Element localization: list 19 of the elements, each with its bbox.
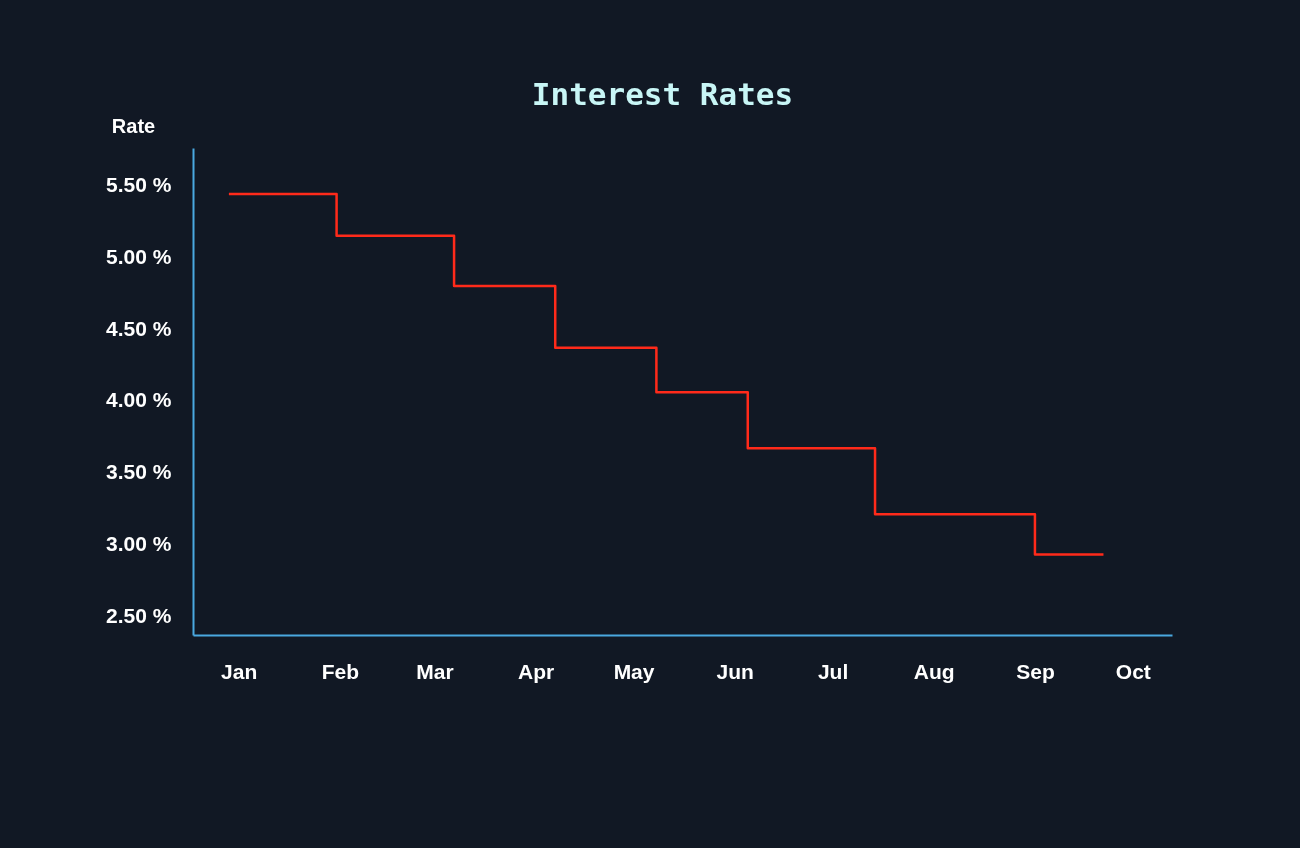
y-tick-label: 4.50 % [106,316,172,340]
y-tick-label: 5.00 % [106,244,172,268]
x-tick-label: May [613,659,655,683]
x-tick-label: Oct [1115,659,1151,683]
x-tick-label: Jul [817,659,849,683]
y-tick-label: 4.00 % [106,388,172,412]
y-tick-label: 5.50 % [106,172,172,196]
y-axis-title: Rate [111,114,156,137]
x-tick-label: Feb [321,659,360,683]
y-tick-label: 3.00 % [106,532,172,555]
x-tick-label: Apr [518,659,555,683]
y-tick-label: 2.50 % [106,603,172,627]
y-tick-label: 3.50 % [106,460,172,484]
chart-title: Interest Rates [531,76,794,112]
x-tick-label: Jan [221,659,258,683]
x-tick-label: Sep [1016,659,1055,683]
x-tick-label: Aug [913,659,955,683]
x-tick-label: Jun [716,659,754,683]
x-tick-label: Mar [416,659,454,683]
